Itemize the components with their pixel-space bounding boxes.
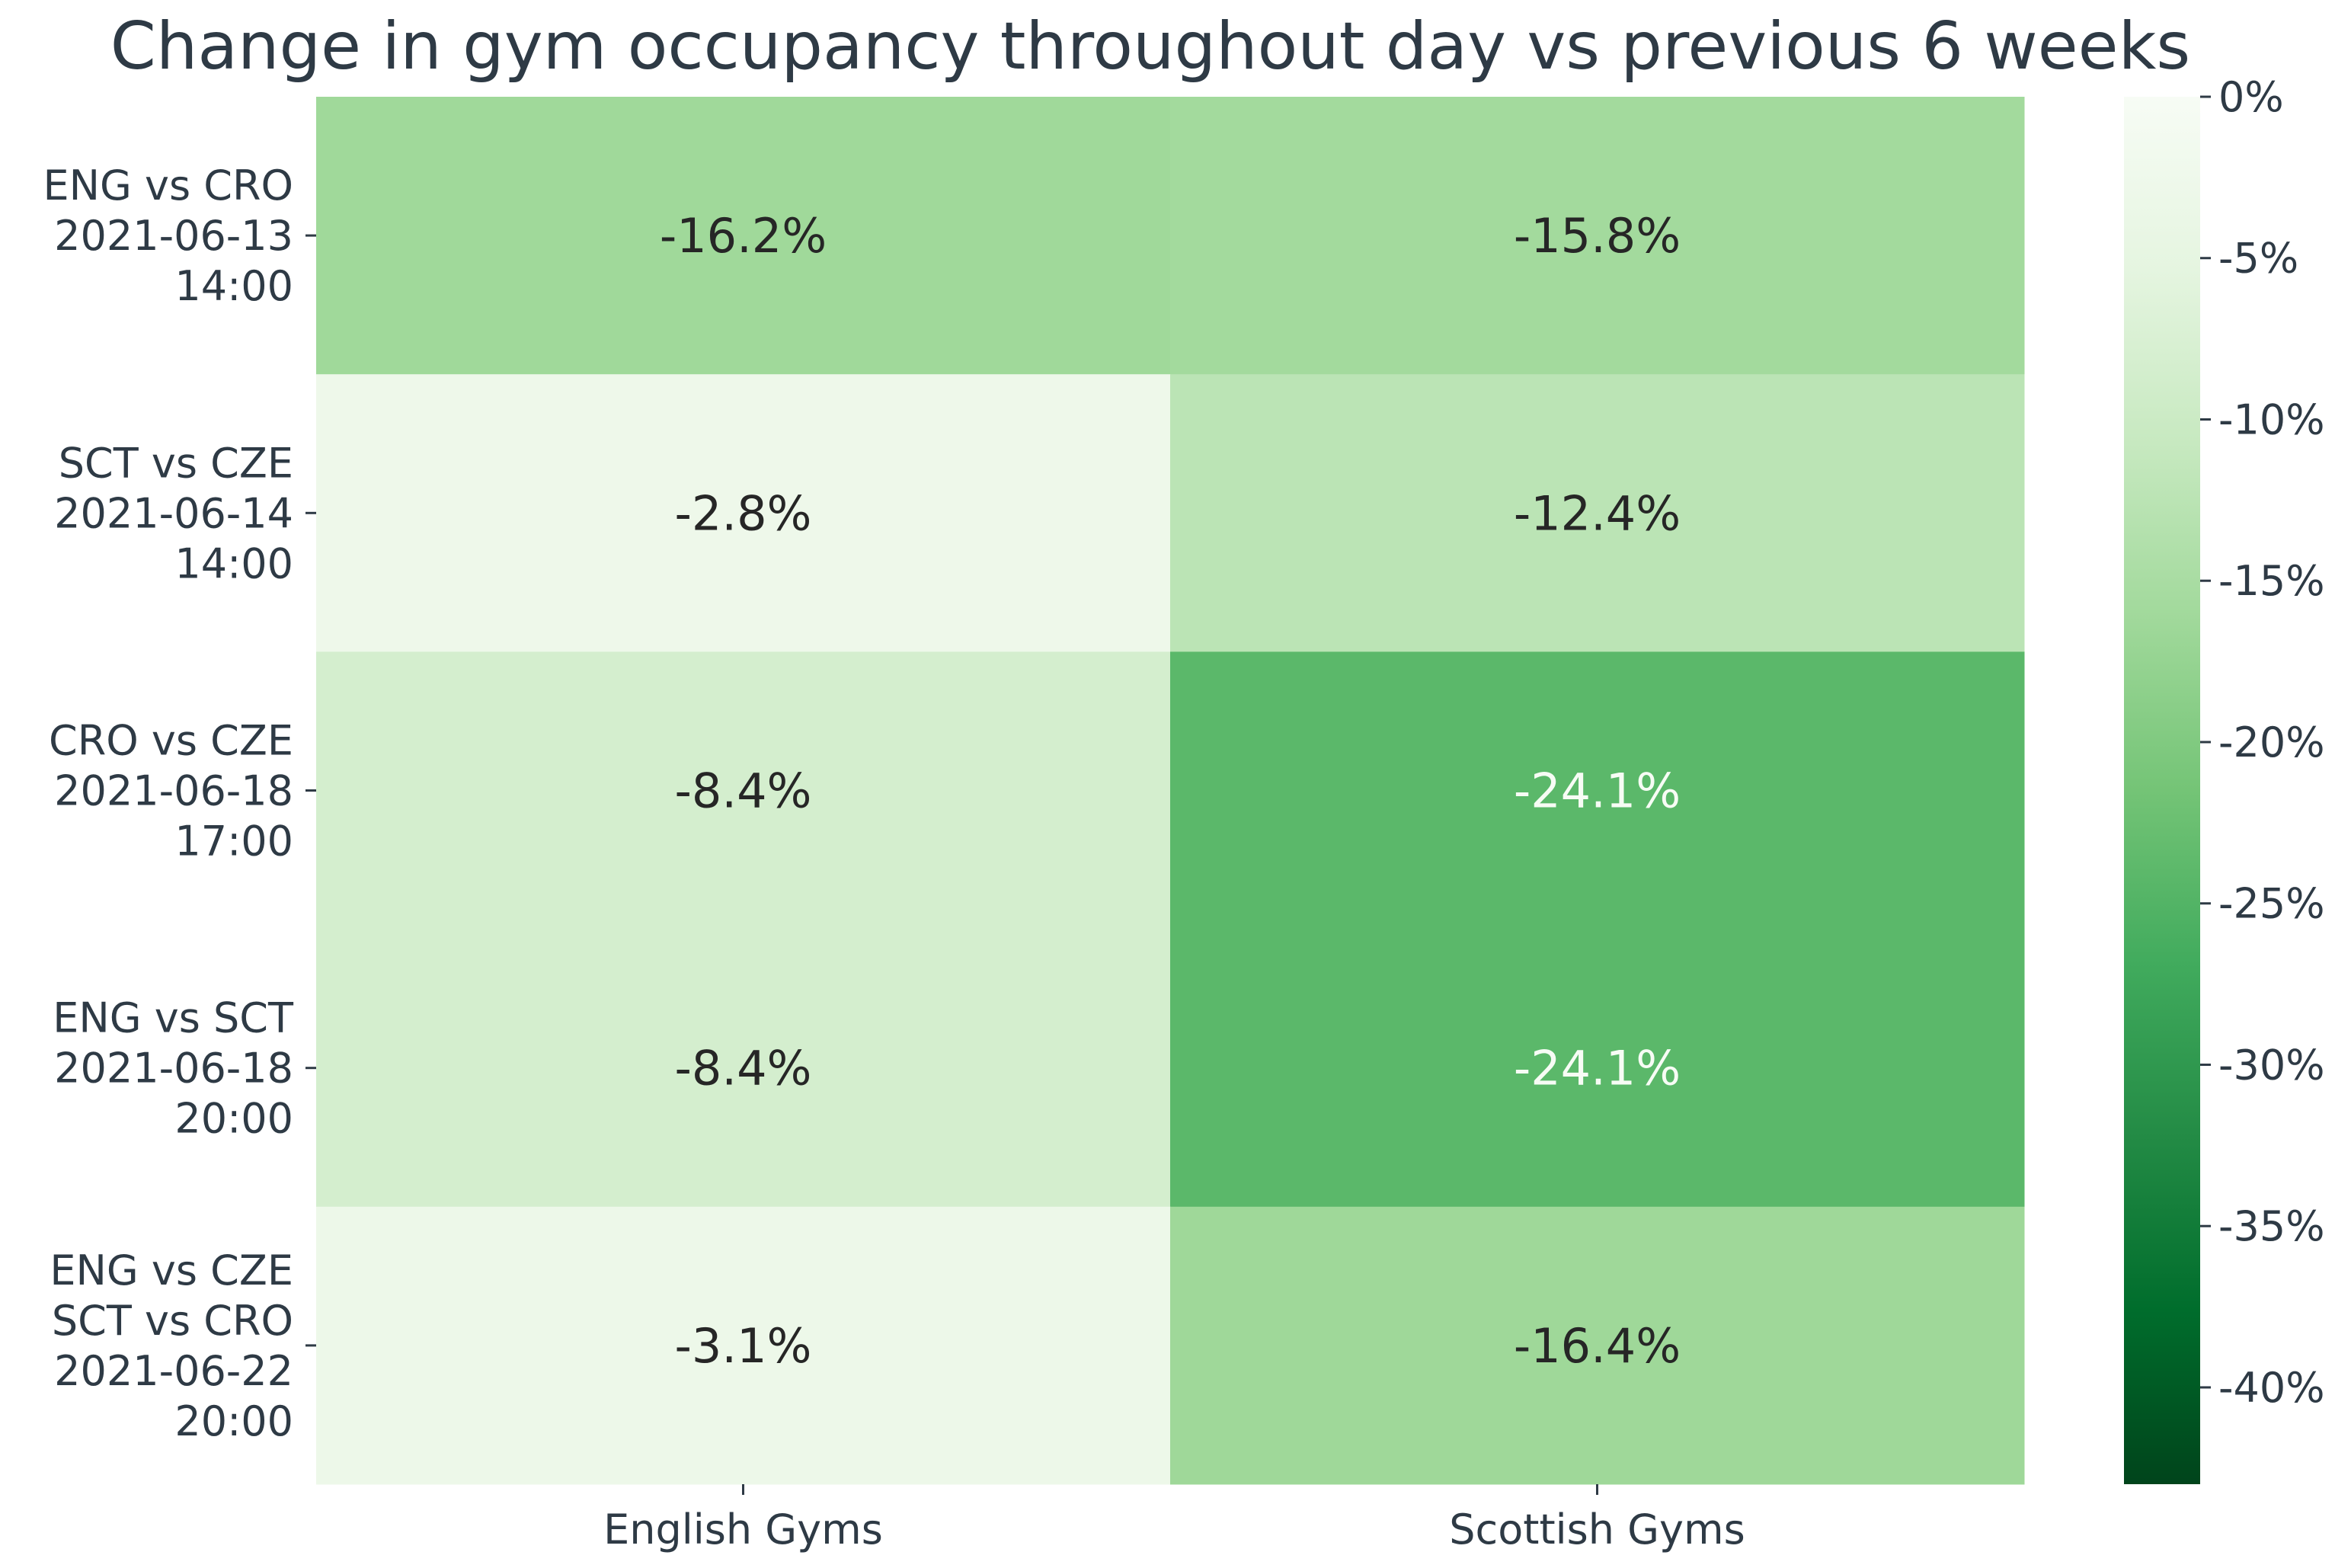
chart-title: Change in gym occupancy throughout day v… [110,8,2190,85]
x-tick-label: English Gyms [603,1506,883,1554]
colorbar-tick-label: -15% [2218,557,2325,605]
y-tick-label: 14:00 [174,262,293,310]
cell-value-label: -16.4% [1514,1318,1681,1374]
y-tick-label: ENG vs CZE [50,1246,293,1294]
cell-value-label: -15.8% [1514,208,1681,264]
y-tick-label: 2021-06-14 [54,489,293,537]
cell-value-label: -12.4% [1514,485,1681,541]
colorbar-tick-label: -25% [2218,880,2325,928]
y-tick-label: 17:00 [174,818,293,866]
y-tick-label: CRO vs CZE [49,717,293,765]
cell-value-label: -24.1% [1514,763,1681,819]
y-tick-label: ENG vs CRO [43,162,293,210]
colorbar-tick-label: -10% [2218,395,2325,443]
colorbar-scale [2124,97,2200,1484]
colorbar-tick-label: -5% [2218,235,2298,283]
heatmap-cells: -16.2% -15.8% -2.8% -12.4% -8.4% -24.1% -8.4% -… [316,97,2025,1485]
y-tick-label: ENG vs SCT [53,994,294,1042]
heatmap-cell [316,1206,1171,1485]
y-tick-label: 2021-06-22 [54,1347,293,1395]
heatmap-cell [1170,374,2025,652]
cell-value-label: -24.1% [1514,1041,1681,1096]
y-tick-label: SCT vs CRO [52,1297,293,1345]
cell-value-label: -8.4% [675,763,812,819]
heatmap-cell [1170,929,2025,1208]
heatmap-cell [316,929,1171,1208]
colorbar-tick-label: 0% [2218,73,2284,121]
colorbar-tick-label: -20% [2218,718,2325,766]
colorbar-tick-label: -35% [2218,1202,2325,1250]
colorbar: 0% -5% -10% -15% -20% -25% -30% -35% -40% [2124,73,2325,1484]
x-tick-label: Scottish Gyms [1449,1506,1745,1554]
cell-value-label: -8.4% [675,1041,812,1096]
heatmap-cell [1170,651,2025,930]
heatmap-cell [316,374,1171,652]
colorbar-tick-label: -30% [2218,1041,2325,1089]
cell-value-label: -3.1% [675,1318,812,1374]
heatmap-cell [316,651,1171,930]
y-tick-label: 2021-06-18 [54,1045,293,1093]
y-tick-label: 20:00 [174,1397,293,1445]
cell-value-label: -16.2% [660,208,827,264]
x-axis: English Gyms Scottish Gyms [603,1484,1745,1554]
cell-value-label: -2.8% [675,485,812,541]
y-tick-label: 14:00 [174,539,293,587]
y-tick-label: 2021-06-13 [54,212,293,260]
y-tick-label: 20:00 [174,1095,293,1143]
heatmap-cell [1170,97,2025,375]
heatmap-cell [316,97,1171,375]
y-tick-label: SCT vs CZE [59,439,293,487]
colorbar-tick-label: -40% [2218,1364,2325,1412]
y-tick-label: 2021-06-18 [54,767,293,815]
heatmap-cell [1170,1206,2025,1485]
